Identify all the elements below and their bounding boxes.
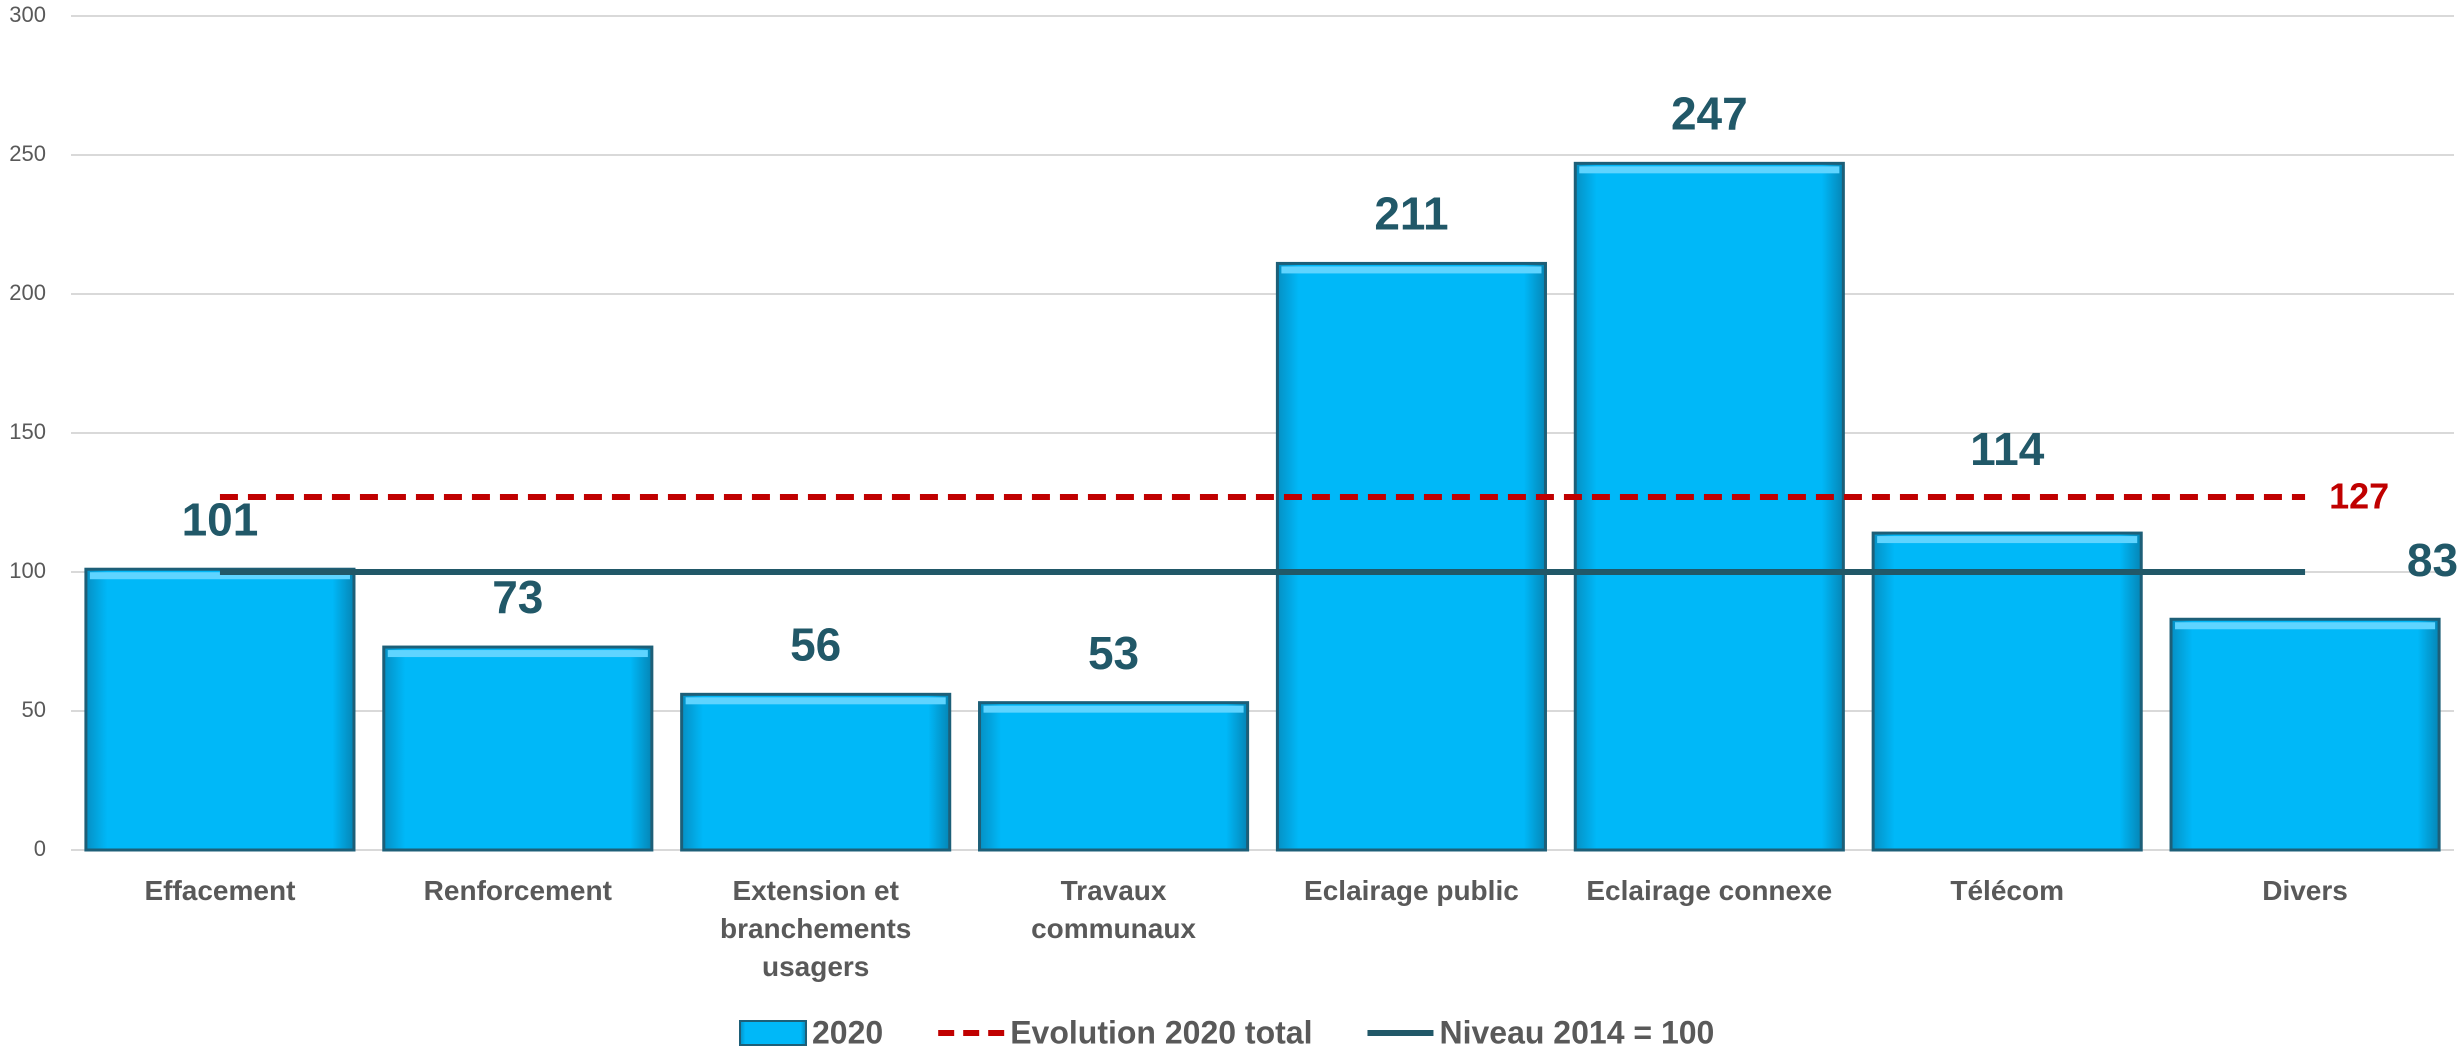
y-tick-label: 200 bbox=[9, 280, 46, 305]
y-tick-label: 50 bbox=[22, 697, 46, 722]
x-tick-label: Effacement bbox=[144, 875, 296, 906]
bar-highlight bbox=[1281, 266, 1542, 274]
bar bbox=[2169, 617, 2441, 852]
legend-label: 2020 bbox=[812, 1014, 883, 1050]
x-tick-label: Télécom bbox=[1950, 875, 2064, 906]
data-label: 73 bbox=[492, 571, 543, 623]
legend-label: Niveau 2014 = 100 bbox=[1439, 1014, 1714, 1050]
bar-highlight bbox=[1877, 536, 2138, 544]
data-label: 211 bbox=[1374, 188, 1448, 240]
bar bbox=[84, 567, 356, 852]
y-tick-label: 150 bbox=[9, 419, 46, 444]
y-tick-label: 0 bbox=[34, 836, 46, 861]
bar-highlight bbox=[2175, 622, 2436, 630]
bar bbox=[680, 692, 952, 852]
x-tick-label: Divers bbox=[2262, 875, 2348, 906]
y-tick-label: 300 bbox=[9, 2, 46, 27]
data-label: 56 bbox=[790, 618, 841, 670]
data-label: 101 bbox=[182, 493, 259, 545]
x-tick-label: Renforcement bbox=[423, 875, 612, 906]
y-tick-label: 250 bbox=[9, 141, 46, 166]
bar-highlight bbox=[983, 705, 1244, 713]
bar bbox=[382, 645, 654, 852]
bar bbox=[1275, 261, 1547, 852]
data-label: 114 bbox=[1970, 423, 2045, 475]
data-label: 247 bbox=[1671, 87, 1748, 139]
bar bbox=[1573, 161, 1845, 852]
y-tick-label: 100 bbox=[9, 558, 46, 583]
data-label: 127 bbox=[2329, 475, 2389, 516]
legend-swatch bbox=[739, 1020, 807, 1046]
x-tick-label: Eclairage connexe bbox=[1586, 875, 1833, 906]
legend-label: Evolution 2020 total bbox=[1010, 1014, 1312, 1050]
bar-highlight bbox=[1579, 166, 1840, 174]
bar bbox=[978, 701, 1250, 852]
x-tick-label: Travaux communaux bbox=[1031, 875, 1197, 944]
data-label: 53 bbox=[1088, 627, 1139, 679]
bar-highlight bbox=[685, 697, 946, 705]
data-label: 83 bbox=[2407, 534, 2458, 586]
bar-highlight bbox=[89, 572, 350, 580]
x-tick-label: Extension et branchements usagers bbox=[719, 875, 912, 982]
bar bbox=[1871, 531, 2143, 852]
x-tick-label: Eclairage public bbox=[1304, 875, 1519, 906]
bar-highlight bbox=[387, 650, 648, 658]
